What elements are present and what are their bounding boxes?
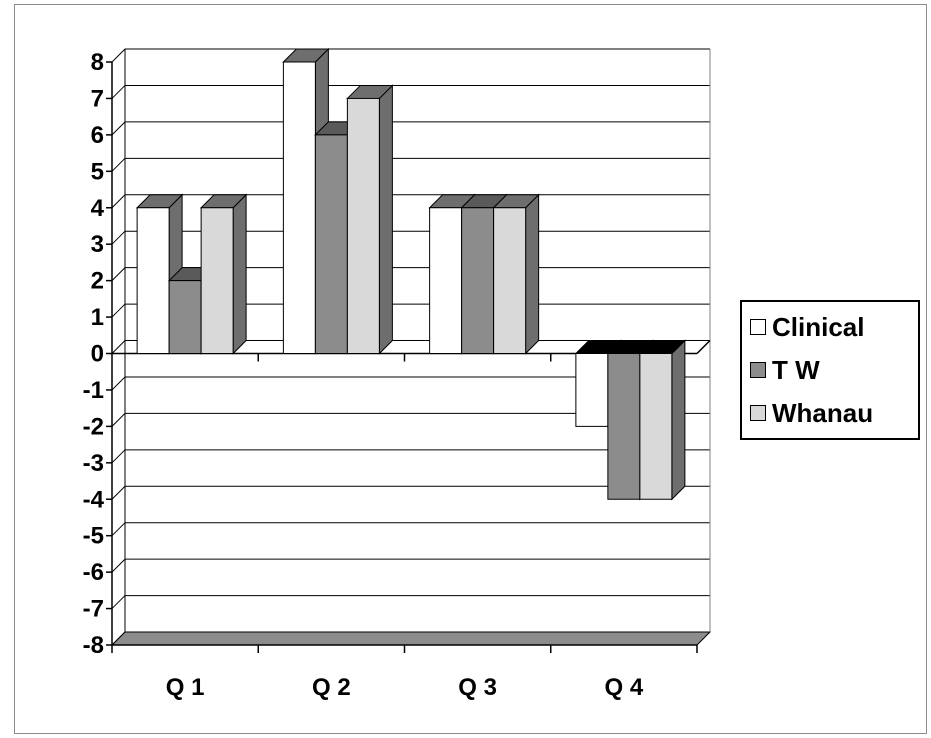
floor-slab (110, 631, 712, 646)
y-tick-label: -8 (83, 632, 104, 659)
gridline-side (111, 85, 126, 99)
bar-front (346, 97, 380, 354)
bar-front (493, 207, 527, 354)
chart-floor (110, 631, 712, 646)
y-tick-label: -4 (83, 486, 105, 513)
bar-side (232, 193, 247, 355)
gridline-side (111, 157, 126, 172)
bar-front (575, 353, 609, 427)
bar-front (461, 207, 495, 354)
gridline-side (111, 121, 126, 136)
gridline-side (111, 558, 126, 573)
bar-whanau (638, 339, 687, 501)
y-tick-label: 0 (91, 341, 104, 368)
bar-front (639, 353, 673, 500)
legend-item: T W (750, 355, 820, 385)
bar-front (136, 207, 170, 354)
y-tick-label: 7 (91, 85, 104, 112)
gridline-side (111, 267, 126, 281)
legend-label: Whanau (772, 397, 874, 428)
x-tick-label: Q 3 (458, 674, 497, 701)
gridline-side (111, 413, 126, 427)
bar-whanau (492, 193, 540, 355)
legend-label: T W (772, 354, 820, 385)
bar-side (525, 193, 540, 355)
y-tick-label: 5 (91, 158, 104, 185)
bar-side (671, 339, 686, 501)
gridline-side (111, 376, 126, 391)
legend-swatch (750, 319, 766, 335)
bar-front (200, 207, 234, 354)
y-tick-label: -6 (83, 559, 104, 586)
y-tick-label: -1 (83, 377, 104, 404)
y-tick-label: 2 (91, 268, 104, 295)
gridline-side (111, 340, 126, 354)
y-tick-label: -3 (83, 450, 104, 477)
gridline-side (111, 522, 126, 537)
legend-swatch (750, 405, 766, 421)
gridline-side (111, 485, 126, 500)
gridline-side (111, 230, 126, 245)
y-tick-label: -2 (83, 413, 104, 440)
gridline-side (111, 194, 126, 209)
y-tick-label: -7 (83, 596, 104, 623)
gridline-side (111, 449, 126, 464)
bar-front (429, 207, 463, 354)
legend-swatch (750, 362, 766, 378)
bar-side (378, 84, 393, 355)
x-tick-labels: Q 1 Q 2 Q 3 Q 4 (166, 674, 644, 701)
bar-front (282, 61, 316, 354)
legend-item: Clinical (750, 312, 864, 342)
gridline-side (111, 48, 126, 63)
gridline-side (111, 595, 126, 609)
bar-front (168, 280, 202, 354)
legend-item: Whanau (750, 398, 873, 428)
gridline-side (111, 303, 126, 318)
y-tick-label: 3 (91, 231, 104, 258)
y-tick-labels: 8 7 6 5 4 3 2 1 0 -1 -2 -3 -4 -5 -6 -7 -8 (83, 49, 105, 659)
x-tick-label: Q 4 (605, 674, 644, 701)
gridline-side (111, 631, 126, 646)
y-tick-label: 1 (91, 304, 104, 331)
bars (135, 47, 687, 501)
bar-front (607, 353, 641, 500)
chart-frame (14, 4, 927, 734)
legend-label: Clinical (772, 311, 865, 342)
y-tick-label: 6 (91, 122, 104, 149)
legend: Clinical T W Whanau (740, 300, 920, 440)
y-tick-label: 8 (91, 49, 104, 76)
bar-whanau (199, 193, 248, 355)
y-tick-label: 4 (91, 195, 105, 222)
bar-whanau (346, 84, 394, 355)
bar-front (314, 134, 348, 354)
x-tick-label: Q 1 (166, 674, 205, 701)
x-axis-depth (696, 339, 711, 355)
y-tick-label: -5 (83, 523, 104, 550)
x-tick-label: Q 2 (312, 674, 351, 701)
